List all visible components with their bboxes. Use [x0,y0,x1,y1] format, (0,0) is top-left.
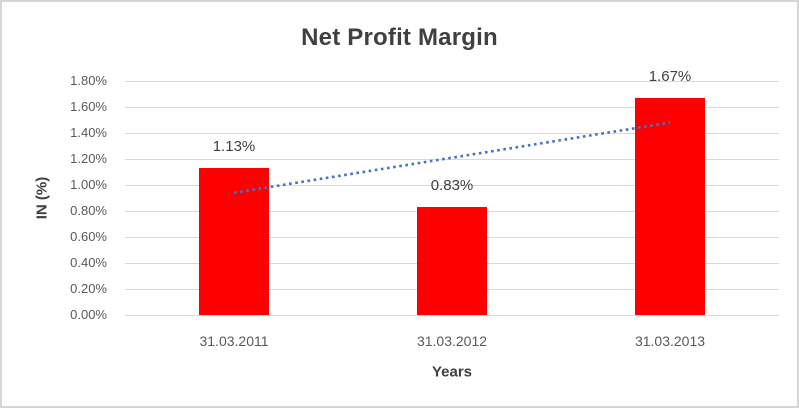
bar-data-label: 1.13% [212,138,256,156]
bar [199,168,269,315]
y-tick-label: 1.20% [70,151,107,166]
gridline [125,315,779,316]
y-tick-label: 0.20% [70,281,107,296]
bar-data-label: 0.83% [430,177,474,195]
bar-data-label: 1.67% [648,67,692,85]
x-category-label: 31.03.2011 [199,333,269,349]
bar [417,207,487,315]
y-tick-label: 0.80% [70,203,107,218]
y-tick-label: 0.60% [70,229,107,244]
x-category-label: 31.03.2012 [416,333,488,349]
bar [635,97,705,315]
y-tick-label: 1.60% [70,99,107,114]
x-axis-title: Years [431,363,473,381]
y-tick-label: 0.40% [70,255,107,270]
y-tick-label: 1.40% [70,125,107,140]
gridline [125,81,779,82]
chart-title: Net Profit Margin [301,24,498,51]
y-tick-label: 0.00% [70,307,107,322]
gridline [125,107,779,108]
y-tick-label: 1.00% [70,177,107,192]
x-category-label: 31.03.2013 [634,333,706,349]
y-tick-label: 1.80% [70,73,107,88]
